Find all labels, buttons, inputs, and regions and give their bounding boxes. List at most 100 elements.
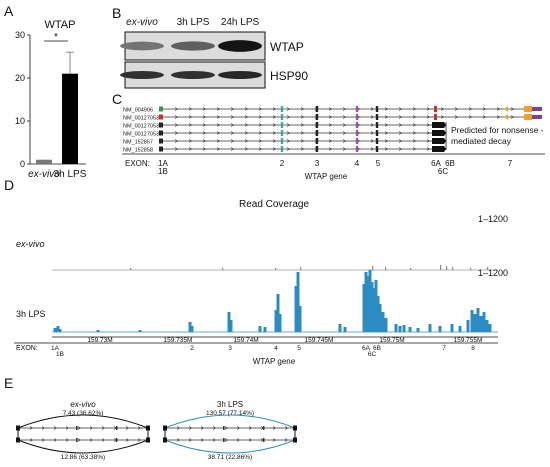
coverage-bar xyxy=(368,270,372,332)
coverage-bar xyxy=(485,320,489,332)
strand-arrow xyxy=(174,107,179,111)
strand-arrow xyxy=(230,107,235,111)
exon-label: 6C xyxy=(368,351,377,358)
strand-arrow xyxy=(230,123,235,127)
strand-arrow xyxy=(342,123,347,127)
arc-bottom-3h xyxy=(164,439,296,454)
strand-arrow xyxy=(370,147,375,151)
strand-arrow xyxy=(384,123,389,127)
coverage-bar xyxy=(378,304,382,332)
exon-block xyxy=(315,122,319,128)
coverage-bar xyxy=(394,324,398,332)
strand-arrow xyxy=(440,115,445,119)
coverage-bar xyxy=(362,284,366,332)
strand-arrow xyxy=(482,115,487,119)
panel-label-b: B xyxy=(112,5,121,21)
strand-arrow xyxy=(342,107,347,111)
exon-block xyxy=(315,130,319,136)
exon-block xyxy=(355,130,359,136)
strand-arrow xyxy=(65,438,70,442)
coverage-bar xyxy=(372,266,374,270)
x-tick-label: 3h LPS xyxy=(54,169,87,180)
blot-band xyxy=(120,71,164,79)
coverage-title: Read Coverage xyxy=(239,199,309,210)
strand-arrow xyxy=(258,147,263,151)
coverage-bar xyxy=(258,326,262,332)
exon-block xyxy=(116,438,118,442)
strand-arrow xyxy=(370,123,375,127)
strand-arrow xyxy=(125,426,130,430)
exon-block xyxy=(524,114,532,120)
exon-block xyxy=(375,122,379,128)
exon-block xyxy=(375,130,379,136)
bar-1 xyxy=(36,159,52,164)
arc-label-top-exvivo: 7.43 (36.62%) xyxy=(63,410,104,417)
arc-top-exvivo xyxy=(17,414,149,429)
panel-label-e: E xyxy=(4,375,13,391)
strand-arrow xyxy=(230,139,235,143)
coverage-bar xyxy=(416,328,420,332)
coordinate-label: 159.755M xyxy=(454,337,483,344)
strand-arrow xyxy=(286,131,291,135)
strand-arrow xyxy=(188,107,193,111)
strand-arrow xyxy=(202,123,207,127)
coverage-bar xyxy=(450,324,454,332)
coverage-bar xyxy=(58,329,62,332)
exon-label: 5 xyxy=(376,159,381,168)
coverage-bar xyxy=(138,330,142,332)
coverage-bar xyxy=(263,327,267,332)
coverage-bar xyxy=(385,267,387,270)
exon-block xyxy=(315,146,319,152)
strand-arrow xyxy=(236,426,241,430)
x-tick-label: ex-vivo xyxy=(28,169,60,180)
arc-top-3h xyxy=(164,414,296,429)
strand-arrow xyxy=(468,107,473,111)
coverage-bar xyxy=(470,310,474,332)
exon-label: 2 xyxy=(280,159,285,168)
strand-arrow xyxy=(412,107,417,111)
strand-arrow xyxy=(272,107,277,111)
exon-block xyxy=(159,138,163,144)
exon-label: 4 xyxy=(274,345,278,352)
exon-label: 6B xyxy=(373,345,381,352)
strand-arrow xyxy=(426,115,431,119)
exon-label: 3 xyxy=(315,159,320,168)
bar-2 xyxy=(62,73,78,164)
coverage-bar xyxy=(473,314,477,332)
strand-arrow xyxy=(370,115,375,119)
coverage-bar xyxy=(364,272,368,332)
exon-block xyxy=(524,106,532,112)
panel-b-blot: ex-vivo 3h LPS 24h LPS WTAP HSP90 xyxy=(120,17,308,89)
strand-arrow xyxy=(300,131,305,135)
strand-arrow xyxy=(510,107,515,111)
y-tick-label: 20 xyxy=(15,73,25,83)
strand-arrow xyxy=(188,438,193,442)
strand-arrow xyxy=(202,147,207,151)
strand-arrow xyxy=(89,438,94,442)
transcript-id: NM_152858 xyxy=(123,148,153,154)
strand-arrow xyxy=(384,147,389,151)
exon-block xyxy=(280,106,284,112)
gene-label: WTAP gene xyxy=(305,172,348,181)
strand-arrow xyxy=(426,123,431,127)
strand-arrow xyxy=(216,147,221,151)
coverage-bar xyxy=(482,312,486,332)
coverage-bar xyxy=(294,286,298,332)
exon-block xyxy=(263,438,265,442)
exon-label: 1B xyxy=(158,167,168,176)
strand-arrow xyxy=(224,438,229,442)
strand-arrow xyxy=(300,147,305,151)
strand-arrow xyxy=(272,139,277,143)
strand-arrow xyxy=(342,115,347,119)
group-title-3h: 3h LPS xyxy=(217,400,243,409)
exon-block xyxy=(375,114,379,120)
exon-block xyxy=(432,130,446,136)
strand-arrow xyxy=(258,131,263,135)
strand-arrow xyxy=(202,107,207,111)
exon-block xyxy=(116,426,118,430)
significance-star: * xyxy=(54,32,58,43)
coverage-bar xyxy=(446,266,448,270)
coverage-bar xyxy=(372,288,376,332)
arc-label-bottom-3h: 38.71 (22.86%) xyxy=(208,454,252,461)
strand-arrow xyxy=(328,123,333,127)
